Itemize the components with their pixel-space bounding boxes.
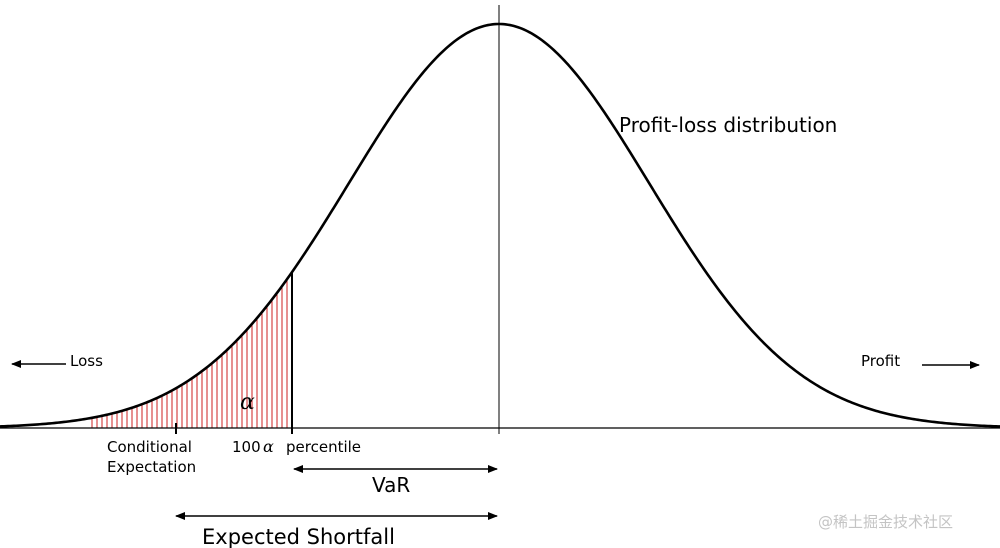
- watermark: @稀土掘金技术社区: [818, 513, 953, 531]
- alpha-label: α: [240, 390, 255, 415]
- conditional-expectation-line2: Expectation: [107, 458, 196, 476]
- percentile-alpha: α: [263, 437, 274, 456]
- conditional-expectation-line1: Conditional: [107, 438, 192, 456]
- percentile-label: percentile: [286, 438, 361, 456]
- distribution-curve: [0, 22, 1000, 428]
- percentile-number: 100: [232, 438, 261, 456]
- loss-label: Loss: [70, 352, 103, 370]
- curve-label: Profit-loss distribution: [619, 113, 837, 137]
- var-label: VaR: [372, 473, 410, 497]
- expected-shortfall-label: Expected Shortfall: [202, 525, 395, 548]
- profit-label: Profit: [861, 352, 900, 370]
- tail-hatching: [91, 279, 288, 428]
